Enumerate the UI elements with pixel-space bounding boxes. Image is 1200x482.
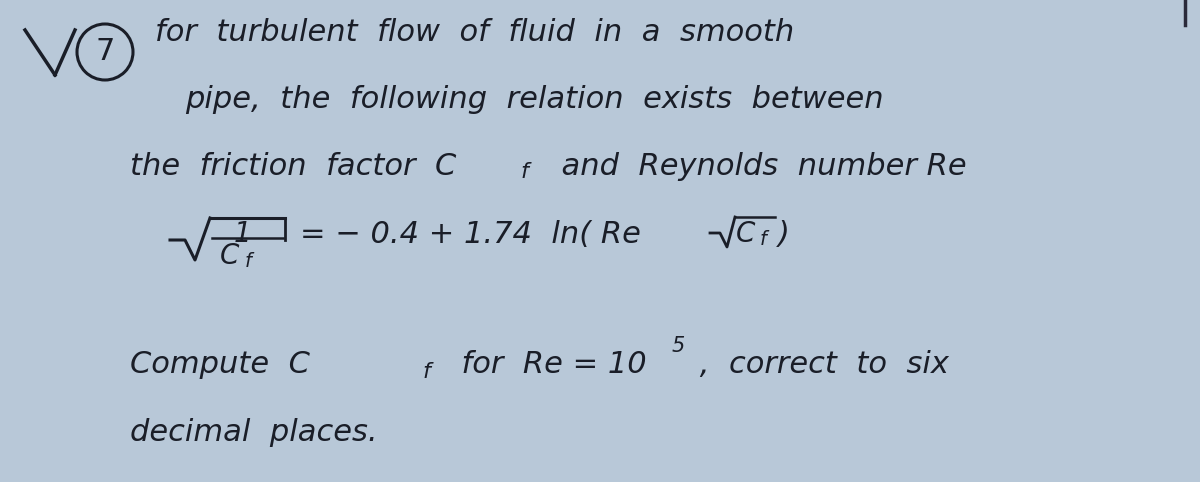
Text: C: C — [736, 220, 755, 248]
Text: f: f — [760, 230, 767, 249]
Text: decimal  places.: decimal places. — [130, 418, 378, 447]
Text: the  friction  factor  C: the friction factor C — [130, 152, 456, 181]
Text: Compute  C: Compute C — [130, 350, 310, 379]
Text: C: C — [220, 242, 239, 270]
Text: f: f — [245, 252, 252, 271]
Text: for  Re = 10: for Re = 10 — [442, 350, 647, 379]
Text: f: f — [422, 362, 430, 382]
Text: ): ) — [778, 220, 790, 249]
Text: 5: 5 — [672, 336, 685, 356]
Text: 1: 1 — [233, 220, 251, 248]
Text: f: f — [520, 162, 528, 182]
Text: pipe,  the  following  relation  exists  between: pipe, the following relation exists betw… — [185, 85, 883, 114]
Text: 7: 7 — [95, 38, 115, 67]
Text: and  Reynolds  number Re: and Reynolds number Re — [542, 152, 967, 181]
Text: ,  correct  to  six: , correct to six — [690, 350, 949, 379]
Text: = − 0.4 + 1.74  ln( Re: = − 0.4 + 1.74 ln( Re — [300, 220, 641, 249]
Text: for  turbulent  flow  of  fluid  in  a  smooth: for turbulent flow of fluid in a smooth — [155, 18, 794, 47]
